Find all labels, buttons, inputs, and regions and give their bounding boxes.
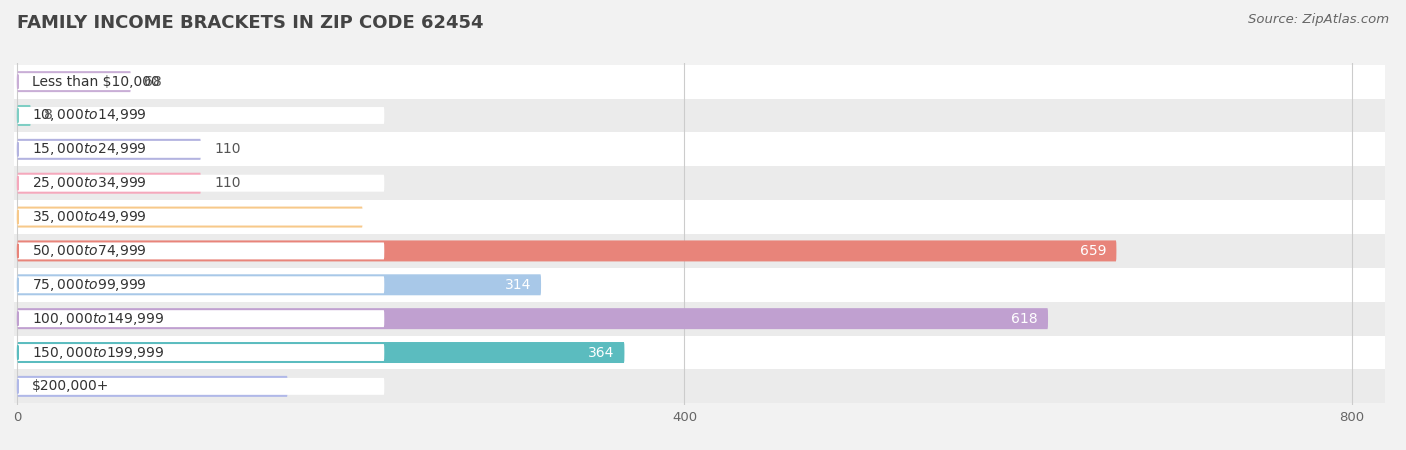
Text: 110: 110 (214, 142, 240, 156)
Text: $200,000+: $200,000+ (31, 379, 108, 393)
Text: FAMILY INCOME BRACKETS IN ZIP CODE 62454: FAMILY INCOME BRACKETS IN ZIP CODE 62454 (17, 14, 484, 32)
FancyBboxPatch shape (17, 139, 201, 160)
FancyBboxPatch shape (17, 274, 541, 295)
FancyBboxPatch shape (17, 173, 201, 194)
FancyBboxPatch shape (17, 105, 31, 126)
Text: 618: 618 (1011, 312, 1038, 326)
FancyBboxPatch shape (17, 209, 384, 225)
Text: 162: 162 (252, 379, 277, 393)
Text: 8: 8 (44, 108, 53, 122)
Text: $25,000 to $34,999: $25,000 to $34,999 (31, 175, 146, 191)
Text: $100,000 to $149,999: $100,000 to $149,999 (31, 310, 165, 327)
Text: 314: 314 (505, 278, 531, 292)
FancyBboxPatch shape (17, 310, 384, 327)
FancyBboxPatch shape (17, 73, 384, 90)
Text: $75,000 to $99,999: $75,000 to $99,999 (31, 277, 146, 293)
FancyBboxPatch shape (17, 344, 384, 361)
FancyBboxPatch shape (8, 99, 1406, 132)
FancyBboxPatch shape (8, 200, 1406, 234)
FancyBboxPatch shape (17, 308, 1047, 329)
FancyBboxPatch shape (17, 243, 384, 259)
FancyBboxPatch shape (17, 240, 1116, 261)
FancyBboxPatch shape (8, 234, 1406, 268)
Text: Less than $10,000: Less than $10,000 (31, 75, 159, 89)
FancyBboxPatch shape (8, 369, 1406, 403)
FancyBboxPatch shape (17, 378, 384, 395)
FancyBboxPatch shape (8, 166, 1406, 200)
FancyBboxPatch shape (8, 336, 1406, 369)
FancyBboxPatch shape (8, 65, 1406, 99)
FancyBboxPatch shape (17, 71, 131, 92)
Text: 207: 207 (326, 210, 353, 224)
Text: 659: 659 (1080, 244, 1107, 258)
FancyBboxPatch shape (17, 276, 384, 293)
FancyBboxPatch shape (17, 376, 288, 397)
Text: $15,000 to $24,999: $15,000 to $24,999 (31, 141, 146, 158)
FancyBboxPatch shape (17, 342, 624, 363)
Text: $50,000 to $74,999: $50,000 to $74,999 (31, 243, 146, 259)
Text: $10,000 to $14,999: $10,000 to $14,999 (31, 108, 146, 123)
FancyBboxPatch shape (8, 268, 1406, 302)
Text: $150,000 to $199,999: $150,000 to $199,999 (31, 345, 165, 360)
FancyBboxPatch shape (17, 141, 384, 158)
FancyBboxPatch shape (8, 132, 1406, 166)
FancyBboxPatch shape (17, 207, 363, 228)
Text: 68: 68 (145, 75, 162, 89)
Text: 110: 110 (214, 176, 240, 190)
Text: $35,000 to $49,999: $35,000 to $49,999 (31, 209, 146, 225)
Text: Source: ZipAtlas.com: Source: ZipAtlas.com (1249, 14, 1389, 27)
FancyBboxPatch shape (17, 175, 384, 192)
FancyBboxPatch shape (8, 302, 1406, 336)
Text: 364: 364 (588, 346, 614, 360)
FancyBboxPatch shape (17, 107, 384, 124)
